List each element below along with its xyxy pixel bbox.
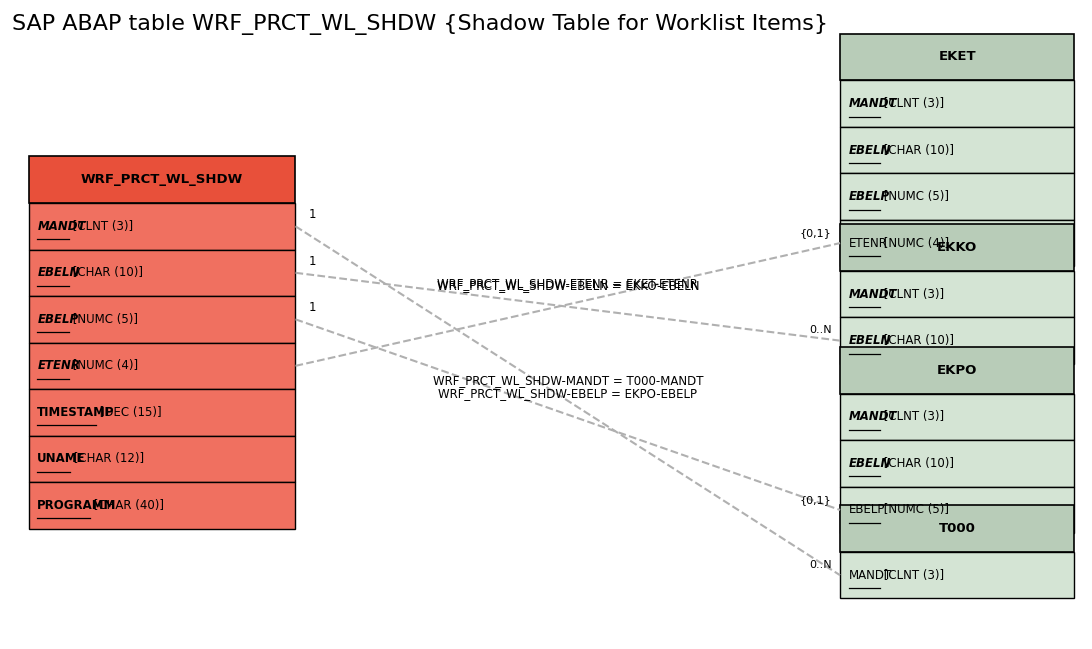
FancyBboxPatch shape (840, 440, 1075, 487)
Text: WRF_PRCT_WL_SHDW-EBELN = EKKO-EBELN: WRF_PRCT_WL_SHDW-EBELN = EKKO-EBELN (437, 280, 699, 293)
FancyBboxPatch shape (28, 435, 296, 482)
FancyBboxPatch shape (28, 482, 296, 529)
Text: [CHAR (10)]: [CHAR (10)] (880, 334, 954, 347)
Text: 0..N: 0..N (809, 560, 831, 570)
FancyBboxPatch shape (840, 394, 1075, 440)
Text: EKKO: EKKO (937, 241, 977, 254)
Text: EBELP: EBELP (848, 190, 890, 203)
Text: SAP ABAP table WRF_PRCT_WL_SHDW {Shadow Table for Worklist Items}: SAP ABAP table WRF_PRCT_WL_SHDW {Shadow … (12, 14, 828, 35)
Text: [CHAR (40)]: [CHAR (40)] (90, 499, 164, 512)
Text: [NUMC (4)]: [NUMC (4)] (880, 237, 950, 250)
FancyBboxPatch shape (840, 271, 1075, 317)
Text: ETENR: ETENR (37, 360, 80, 373)
Text: [NUMC (4)]: [NUMC (4)] (69, 360, 138, 373)
FancyBboxPatch shape (840, 34, 1075, 80)
Text: ETENR: ETENR (848, 237, 888, 250)
Text: 1: 1 (309, 254, 316, 267)
Text: [NUMC (5)]: [NUMC (5)] (69, 313, 138, 326)
FancyBboxPatch shape (840, 225, 1075, 271)
FancyBboxPatch shape (840, 173, 1075, 220)
Text: EKET: EKET (938, 51, 976, 64)
FancyBboxPatch shape (840, 347, 1075, 394)
Text: 1: 1 (309, 301, 316, 314)
FancyBboxPatch shape (840, 317, 1075, 364)
Text: [CHAR (10)]: [CHAR (10)] (880, 457, 954, 470)
FancyBboxPatch shape (840, 487, 1075, 533)
Text: MANDT: MANDT (848, 97, 898, 110)
Text: [CHAR (12)]: [CHAR (12)] (70, 452, 144, 465)
Text: TIMESTAMP: TIMESTAMP (37, 406, 115, 419)
Text: [NUMC (5)]: [NUMC (5)] (880, 190, 949, 203)
FancyBboxPatch shape (840, 220, 1075, 266)
Text: MANDT: MANDT (848, 569, 892, 582)
Text: {0,1}: {0,1} (799, 228, 831, 238)
Text: EBELN: EBELN (848, 334, 891, 347)
Text: WRF_PRCT_WL_SHDW-MANDT = T000-MANDT: WRF_PRCT_WL_SHDW-MANDT = T000-MANDT (432, 374, 703, 387)
FancyBboxPatch shape (840, 80, 1075, 127)
Text: WRF_PRCT_WL_SHDW-ETENR = EKET-ETENR: WRF_PRCT_WL_SHDW-ETENR = EKET-ETENR (438, 277, 698, 290)
Text: [CHAR (10)]: [CHAR (10)] (880, 143, 954, 156)
Text: EBELP: EBELP (848, 504, 886, 517)
Text: WRF_PRCT_WL_SHDW-EBELP = EKPO-EBELP: WRF_PRCT_WL_SHDW-EBELP = EKPO-EBELP (438, 387, 698, 400)
Text: EKPO: EKPO (937, 364, 977, 377)
Text: [CLNT (3)]: [CLNT (3)] (880, 410, 945, 423)
Text: EBELN: EBELN (37, 266, 80, 279)
Text: T000: T000 (939, 522, 975, 535)
Text: EBELN: EBELN (848, 143, 891, 156)
Text: MANDT: MANDT (848, 410, 898, 423)
Text: [CLNT (3)]: [CLNT (3)] (880, 97, 945, 110)
Text: MANDT: MANDT (37, 220, 86, 233)
Text: [CLNT (3)]: [CLNT (3)] (880, 288, 945, 300)
Text: UNAME: UNAME (37, 452, 86, 465)
FancyBboxPatch shape (28, 389, 296, 435)
Text: [NUMC (5)]: [NUMC (5)] (880, 504, 949, 517)
Text: PROGRAMM: PROGRAMM (37, 499, 117, 512)
Text: [CLNT (3)]: [CLNT (3)] (69, 220, 133, 233)
Text: {0,1}: {0,1} (799, 495, 831, 505)
FancyBboxPatch shape (840, 127, 1075, 173)
FancyBboxPatch shape (840, 506, 1075, 552)
FancyBboxPatch shape (28, 249, 296, 296)
Text: 1: 1 (309, 208, 316, 221)
FancyBboxPatch shape (28, 203, 296, 249)
Text: WRF_PRCT_WL_SHDW: WRF_PRCT_WL_SHDW (81, 173, 244, 186)
Text: MANDT: MANDT (848, 288, 898, 300)
FancyBboxPatch shape (28, 156, 296, 203)
Text: [CLNT (3)]: [CLNT (3)] (880, 569, 945, 582)
FancyBboxPatch shape (28, 296, 296, 343)
Text: EBELN: EBELN (848, 457, 891, 470)
Text: 0..N: 0..N (809, 326, 831, 336)
Text: [CHAR (10)]: [CHAR (10)] (69, 266, 143, 279)
FancyBboxPatch shape (840, 552, 1075, 598)
Text: EBELP: EBELP (37, 313, 79, 326)
Text: [DEC (15)]: [DEC (15)] (96, 406, 162, 419)
FancyBboxPatch shape (28, 343, 296, 389)
